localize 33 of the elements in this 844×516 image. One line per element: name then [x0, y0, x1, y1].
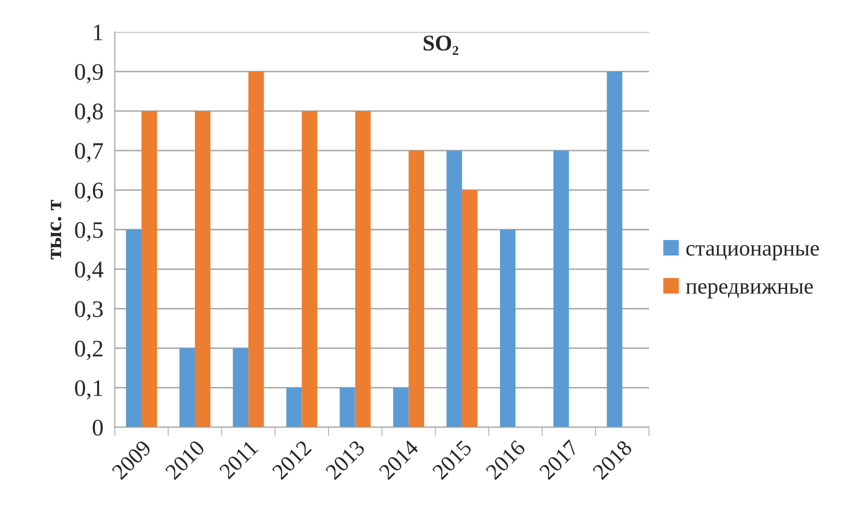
bar	[141, 111, 157, 428]
bar	[500, 230, 516, 428]
bar	[446, 150, 462, 428]
bar	[302, 111, 318, 428]
bar	[340, 388, 356, 428]
bar	[606, 72, 622, 428]
y-tick-label: 0,7	[75, 143, 103, 162]
bar	[286, 388, 302, 428]
bar	[408, 150, 424, 428]
y-tick-label: 0,5	[75, 222, 103, 242]
y-tick-label: 0,4	[75, 262, 104, 281]
bar	[179, 348, 195, 428]
chart-title: SO₂	[424, 36, 458, 55]
bar	[248, 72, 264, 428]
legend-label: передвижные	[686, 283, 813, 298]
bar	[462, 190, 478, 428]
bar	[232, 348, 248, 428]
bar	[194, 111, 210, 428]
y-tick-label: 0,3	[75, 301, 103, 320]
y-tick-label: 0,6	[75, 182, 103, 202]
bar	[126, 230, 142, 428]
x-tick-label: 2011	[218, 440, 258, 480]
bar	[393, 388, 409, 428]
y-tick-label: 0,8	[75, 104, 103, 123]
y-axis-title: тыс. т	[50, 200, 62, 260]
legend-label: стационарные	[686, 245, 819, 260]
y-tick-label: 0,9	[75, 64, 103, 84]
y-tick-label: 1	[94, 24, 102, 40]
y-tick-label: 0,2	[75, 340, 102, 360]
y-tick-label: 0	[92, 420, 103, 436]
y-tick-label: 0,1	[75, 380, 102, 400]
bar	[355, 111, 371, 428]
bar	[553, 150, 569, 428]
